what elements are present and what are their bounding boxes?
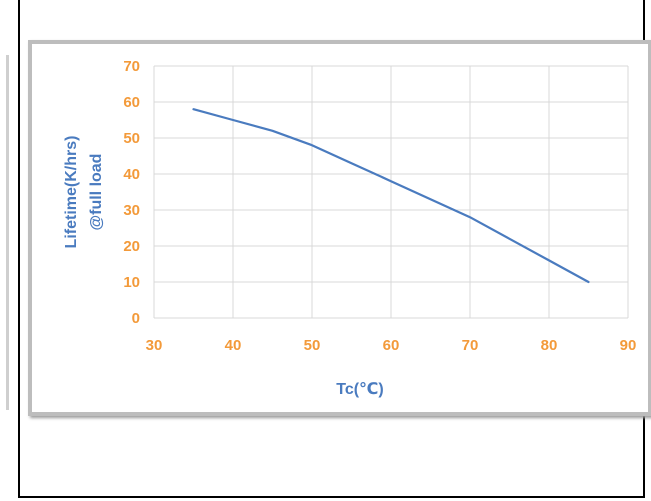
x-tick-label-50: 50 — [304, 337, 321, 354]
y-axis-ticks: 0 10 20 30 40 50 60 70 — [123, 58, 140, 327]
y-tick-label-40: 40 — [123, 166, 140, 183]
y-tick-label-0: 0 — [132, 310, 140, 327]
x-tick-label-60: 60 — [383, 337, 400, 354]
series-line — [192, 108, 590, 284]
y-tick-label-60: 60 — [123, 94, 140, 111]
chart-panel — [28, 40, 651, 416]
x-tick-label-40: 40 — [225, 337, 242, 354]
x-tick-label-30: 30 — [146, 337, 163, 354]
y-tick-label-30: 30 — [123, 202, 140, 219]
y-tick-label-10: 10 — [123, 274, 140, 291]
x-tick-label-80: 80 — [541, 337, 558, 354]
left-edge-shadow — [6, 55, 9, 410]
x-tick-label-90: 90 — [620, 337, 637, 354]
y-axis-title-line-2: @full load — [88, 154, 105, 231]
y-tick-label-70: 70 — [123, 58, 140, 75]
y-tick-label-50: 50 — [123, 130, 140, 147]
x-tick-label-70: 70 — [462, 337, 479, 354]
x-axis-ticks: 30 40 50 60 70 80 90 — [146, 337, 637, 354]
y-tick-label-20: 20 — [123, 238, 140, 255]
grid — [153, 65, 629, 319]
y-axis-title-line-1: Lifetime(K/hrs) — [63, 136, 80, 249]
x-axis-title: Tc(℃) — [336, 381, 384, 398]
